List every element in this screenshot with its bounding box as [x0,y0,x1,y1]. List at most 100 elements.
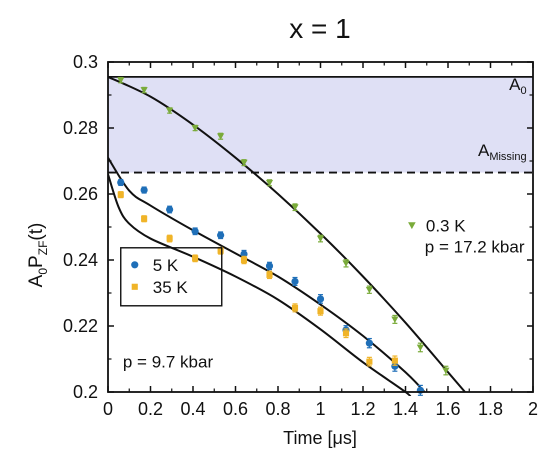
marker [117,191,124,198]
data-point-0-3-k [391,314,399,324]
data-point-0-3-k [365,285,373,294]
marker [117,178,125,187]
marker [316,295,325,303]
x-tick-label: 0.8 [265,399,290,419]
legend-marker [131,283,138,290]
marker [291,204,299,211]
marker [240,159,248,167]
data-point-35-k [117,191,124,199]
data-point-35-k [366,356,373,367]
y-tick-label: 0.26 [63,184,98,204]
data-point-35-k [192,254,199,263]
marker [141,215,148,222]
legend-marker [131,261,139,269]
legend-label: 0.3 K [426,216,466,235]
data-point-5-k [265,261,274,271]
marker [191,125,199,132]
data-point-35-k [317,306,324,316]
annotation: p = 17.2 kbar [425,237,525,256]
x-tick-label: 0.4 [180,399,205,419]
marker [117,77,125,84]
marker [365,286,373,294]
marker [140,186,148,194]
data-point-0-3-k [265,179,274,187]
data-point-5-k [166,205,174,214]
marker [192,255,199,262]
data-point-0-3-k [140,86,148,94]
y-tick-label: 0.2 [73,382,98,402]
marker [416,344,424,352]
data-point-5-k [291,276,299,287]
data-point-0-3-k [166,107,174,115]
marker [391,316,399,323]
data-point-0-3-k [416,342,424,353]
data-point-0-3-k [342,259,350,268]
marker [342,330,350,337]
legend-box [120,247,223,307]
fit-curve-0-3-k [108,75,466,393]
missing-asymmetry-band [108,76,533,173]
data-point-0-3-k [191,124,199,132]
marker [166,107,174,115]
data-point-0-3-k [117,76,125,84]
data-point-5-k [316,294,325,304]
x-tick-label: 1.8 [478,399,503,419]
data-point-5-k [416,384,424,396]
marker [266,271,273,278]
marker [166,235,173,242]
data-point-35-k [166,234,173,243]
legend-marker-0-3k [408,222,416,230]
y-tick-label: 0.28 [63,118,98,138]
data-point-35-k [141,215,148,223]
svg-text:A0PZF(t): A0PZF(t) [26,223,50,288]
marker [240,256,248,264]
data-point-35-k [291,303,299,313]
x-tick-label: 1.6 [435,399,460,419]
x-tick-label: 0 [103,399,113,419]
x-tick-label: 1.2 [350,399,375,419]
legend-label: 35 K [153,278,189,297]
marker [366,358,373,365]
x-tick-label: 0.6 [223,399,248,419]
data-point-35-k [342,328,350,339]
x-tick-label: 0.2 [138,399,163,419]
marker [342,260,350,267]
legend-label: 5 K [153,256,179,275]
marker [217,231,225,239]
marker [365,339,373,347]
marker [442,367,450,375]
data-point-0-3-k [442,365,450,376]
y-tick-label: 0.22 [63,316,98,336]
data-point-5-k [117,178,125,187]
data-point-5-k [365,337,373,349]
data-point-5-k [217,231,225,240]
marker [391,357,398,364]
data-point-5-k [191,227,199,236]
marker [291,277,299,286]
annotation: p = 9.7 kbar [123,352,214,371]
data-point-35-k [391,355,398,366]
marker [265,262,274,270]
x-tick-label: 1.4 [393,399,418,419]
marker [317,308,324,315]
x-tick-label: 1 [315,399,325,419]
marker [166,205,174,214]
marker [140,87,148,94]
data-point-35-k [266,270,273,280]
data-point-0-3-k [217,132,225,140]
marker [265,179,274,187]
chart-title: x = 1 [289,13,350,44]
marker [191,227,199,235]
y-axis-label: A0PZF(t) [26,223,50,288]
marker [391,362,399,370]
marker [217,247,224,254]
data-point-0-3-k [316,234,325,243]
data-point-5-k [140,186,148,194]
marker [291,304,299,311]
marker [217,133,225,140]
data-point-35-k [240,255,248,265]
x-axis-label: Time [μs] [283,428,357,448]
data-point-0-3-k [240,159,248,167]
marker [316,235,325,243]
